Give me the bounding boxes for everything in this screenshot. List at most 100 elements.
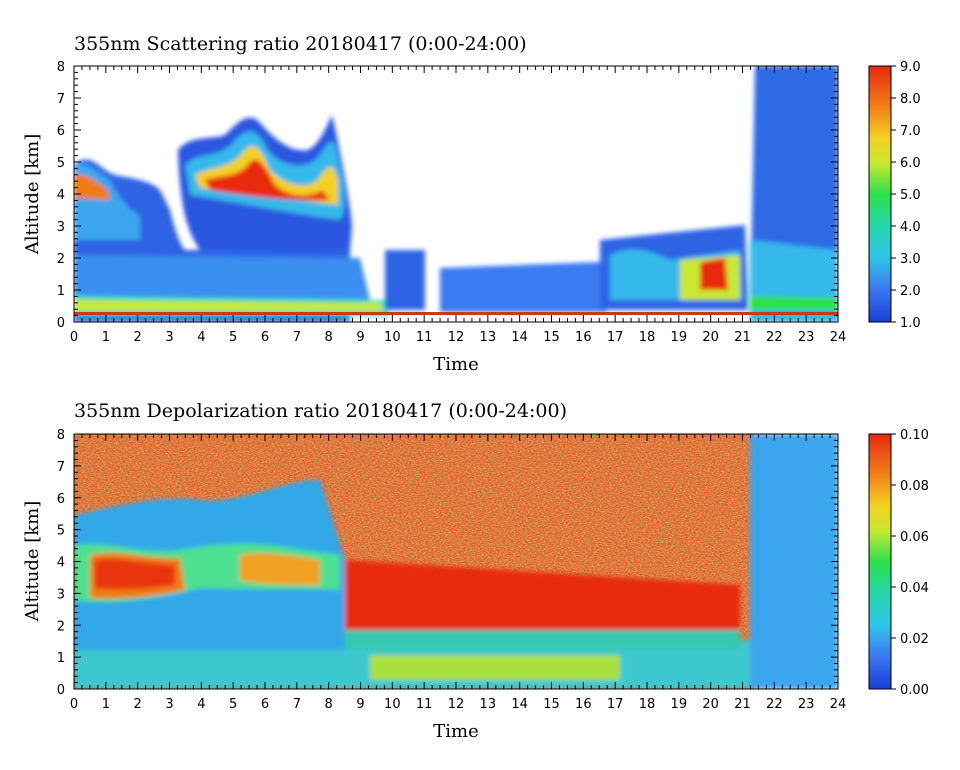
colorbar-tick-label: 3.0 — [900, 252, 921, 267]
x-tick-label: 20 — [702, 697, 719, 712]
x-tick-label: 13 — [480, 330, 497, 345]
colorbar-tick-label: 0.02 — [900, 632, 929, 647]
panel2-colorbar-ticks: 0.00 0.02 0.04 0.06 0.08 0.10 — [891, 428, 929, 698]
x-tick-label: 21 — [734, 697, 751, 712]
colorbar-tick-label: 8.0 — [900, 92, 921, 107]
y-tick-label: 0 — [57, 683, 65, 698]
panel1-xlabel: Time — [433, 354, 478, 375]
panel2-ylabel: Altitude [km] — [22, 501, 43, 623]
y-tick-label: 7 — [57, 460, 65, 475]
x-tick-label: 5 — [229, 697, 237, 712]
x-tick-label: 4 — [197, 330, 205, 345]
x-tick-label: 5 — [229, 330, 237, 345]
y-tick-label: 6 — [57, 492, 65, 507]
panel1-plot-area — [74, 66, 838, 322]
y-tick-label: 8 — [57, 428, 65, 443]
x-tick-label: 19 — [671, 330, 688, 345]
x-tick-label: 9 — [356, 330, 364, 345]
x-tick-label: 1 — [102, 330, 110, 345]
panel1-y-axis: 0 1 2 3 4 5 6 7 8 — [57, 60, 838, 331]
y-tick-label: 2 — [57, 619, 65, 634]
x-tick-label: 11 — [416, 330, 433, 345]
x-tick-label: 22 — [766, 697, 783, 712]
colorbar-tick-label: 0.08 — [900, 479, 929, 494]
colorbar-tick-label: 5.0 — [900, 188, 921, 203]
panel1-colorbar — [868, 65, 892, 323]
x-tick-label: 15 — [543, 330, 560, 345]
x-tick-label: 14 — [511, 330, 528, 345]
x-tick-label: 23 — [798, 697, 815, 712]
y-tick-label: 7 — [57, 92, 65, 107]
panel1-title: 355nm Scattering ratio 20180417 (0:00-24… — [74, 33, 527, 55]
y-tick-label: 1 — [57, 651, 65, 666]
x-tick-label: 18 — [639, 697, 656, 712]
x-tick-label: 7 — [293, 697, 301, 712]
x-tick-label: 20 — [702, 330, 719, 345]
colorbar-tick-label: 9.0 — [900, 60, 921, 75]
y-tick-label: 6 — [57, 124, 65, 139]
x-tick-label: 14 — [511, 697, 528, 712]
colorbar-tick-label: 0.04 — [900, 581, 929, 596]
x-tick-label: 10 — [384, 697, 401, 712]
x-tick-label: 12 — [448, 697, 465, 712]
x-tick-label: 24 — [830, 697, 847, 712]
panel1-x-axis: 0 1 2 3 4 5 6 7 8 9 10 11 12 13 14 15 16 17 18 19 20 21 22 23 24 — [70, 66, 846, 345]
y-tick-label: 3 — [57, 220, 65, 235]
x-tick-label: 2 — [134, 697, 142, 712]
y-tick-label: 0 — [57, 316, 65, 331]
y-tick-label: 5 — [57, 156, 65, 171]
x-tick-label: 8 — [325, 330, 333, 345]
panel2-colorbar — [868, 433, 892, 690]
x-tick-label: 6 — [261, 330, 269, 345]
x-tick-label: 23 — [798, 330, 815, 345]
x-tick-label: 19 — [671, 697, 688, 712]
colorbar-tick-label: 0.10 — [900, 428, 929, 443]
colorbar-tick-label: 2.0 — [900, 284, 921, 299]
x-tick-label: 1 — [102, 697, 110, 712]
colorbar-tick-label: 6.0 — [900, 156, 921, 171]
x-tick-label: 7 — [293, 330, 301, 345]
x-tick-label: 18 — [639, 330, 656, 345]
x-tick-label: 12 — [448, 330, 465, 345]
colorbar-tick-label: 7.0 — [900, 124, 921, 139]
y-tick-label: 8 — [57, 60, 65, 75]
x-tick-label: 24 — [830, 330, 847, 345]
panel1-ylabel: Altitude [km] — [22, 134, 43, 256]
y-tick-label: 4 — [57, 188, 65, 203]
x-tick-label: 22 — [766, 330, 783, 345]
y-tick-label: 4 — [57, 556, 65, 571]
panel2-xlabel: Time — [433, 721, 478, 742]
x-tick-label: 15 — [543, 697, 560, 712]
x-tick-label: 3 — [165, 697, 173, 712]
x-tick-label: 21 — [734, 330, 751, 345]
x-tick-label: 11 — [416, 697, 433, 712]
y-tick-label: 2 — [57, 252, 65, 267]
colorbar-tick-label: 0.00 — [900, 683, 929, 698]
x-tick-label: 4 — [197, 697, 205, 712]
panel2-x-axis: 0 1 2 3 4 5 6 7 8 9 10 11 12 13 14 15 16 17 18 19 20 21 22 23 24 — [70, 434, 846, 712]
x-tick-label: 2 — [134, 330, 142, 345]
x-tick-label: 16 — [575, 697, 592, 712]
colorbar-tick-label: 0.06 — [900, 530, 929, 545]
panel1-colorbar-ticks: 1.0 2.0 3.0 4.0 5.0 6.0 7.0 8.0 9.0 — [891, 60, 921, 331]
x-tick-label: 17 — [607, 330, 624, 345]
x-tick-label: 8 — [325, 697, 333, 712]
x-tick-label: 9 — [356, 697, 364, 712]
x-tick-label: 3 — [165, 330, 173, 345]
panel2-title: 355nm Depolarization ratio 20180417 (0:0… — [74, 400, 567, 422]
colorbar-tick-label: 1.0 — [900, 316, 921, 331]
x-tick-label: 13 — [480, 697, 497, 712]
colorbar-tick-label: 4.0 — [900, 220, 921, 235]
x-tick-label: 0 — [70, 697, 78, 712]
x-tick-label: 0 — [70, 330, 78, 345]
x-tick-label: 6 — [261, 697, 269, 712]
y-tick-label: 1 — [57, 284, 65, 299]
y-tick-label: 5 — [57, 524, 65, 539]
x-tick-label: 16 — [575, 330, 592, 345]
panel2-plot-area — [74, 434, 838, 689]
x-tick-label: 10 — [384, 330, 401, 345]
panel2-y-axis: 0 1 2 3 4 5 6 7 8 — [57, 428, 838, 698]
y-tick-label: 3 — [57, 587, 65, 602]
x-tick-label: 17 — [607, 697, 624, 712]
